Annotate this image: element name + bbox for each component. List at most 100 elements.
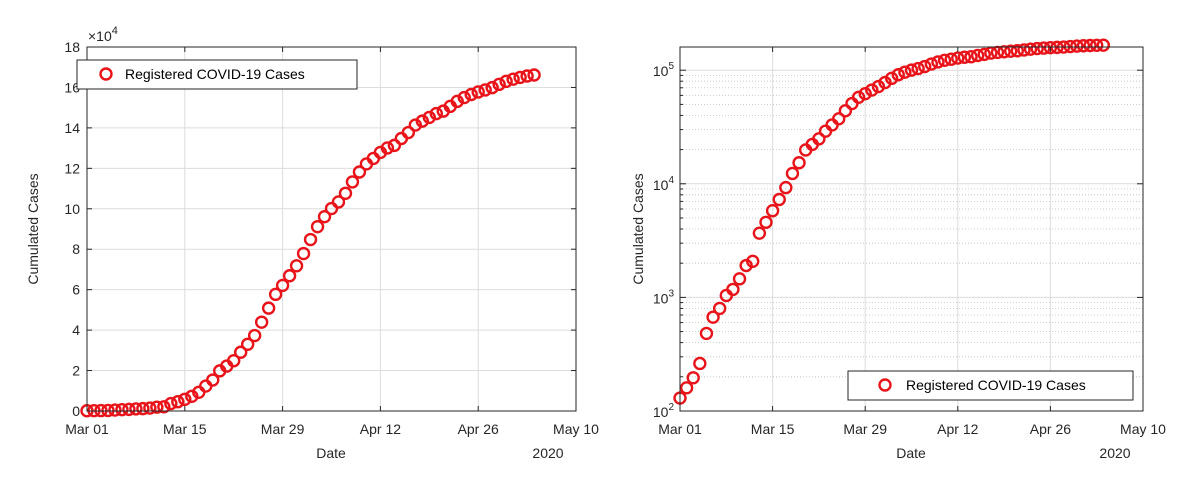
y-tick-label-log-3: 105 [653,61,675,79]
data-point-log-39 [931,55,945,69]
data-point-log-13 [759,215,773,229]
data-point-linear-37 [338,186,353,200]
data-point-log-30 [871,79,886,94]
data-point-linear-49 [422,110,436,125]
data-point-linear-6 [122,402,136,417]
data-point-linear-11 [157,400,171,414]
data-point-linear-64 [527,68,541,82]
data-point-linear-32 [303,232,318,247]
y-tick-label-log-0: 102 [653,402,675,420]
data-point-linear-62 [513,70,527,85]
data-point-log-37 [918,59,932,74]
data-point-log-6 [712,301,727,316]
data-point-linear-21 [226,354,241,368]
data-point-log-15 [772,192,786,207]
legend-marker-log [878,378,892,392]
data-point-log-18 [792,156,806,170]
data-point-log-62 [1083,38,1097,53]
data-point-log-61 [1076,39,1091,53]
chart-log: 102 103 104 105 Mar 01 Mar 15 Mar 29 Apr 12 Apr… [630,38,1166,461]
y-tick-label-linear-3: 6 [72,282,80,298]
x-tick-label-log-3: Apr 12 [937,421,978,437]
y-tick-label-linear-4: 8 [72,241,80,257]
data-point-log-33 [891,68,905,82]
y-tick-label-linear-8: 16 [64,79,80,95]
legend-box-log [847,370,1134,401]
data-point-linear-28 [275,278,290,293]
data-point-linear-10 [150,400,164,414]
data-point-linear-24 [247,328,262,343]
legend-log: Registered COVID-19 Cases [847,370,1134,401]
y-axis-label-linear: Cumulated Cases [25,173,41,284]
data-point-log-38 [924,57,939,71]
data-point-linear-36 [331,195,346,209]
data-point-linear-47 [408,118,423,132]
data-point-log-34 [898,65,912,79]
x-year-label-linear: 2020 [532,445,563,461]
grid-linear [87,47,576,411]
data-point-log-4 [699,326,714,341]
data-point-linear-59 [492,77,506,92]
data-point-log-35 [904,63,919,77]
data-point-log-1 [679,381,694,395]
data-point-log-47 [984,46,998,60]
data-point-log-60 [1070,39,1084,53]
data-point-linear-30 [289,259,304,273]
data-point-linear-56 [471,85,485,99]
data-point-log-8 [726,282,740,297]
data-point-log-5 [706,310,720,324]
y-tick-labels-log: 102 103 104 105 [653,61,675,420]
data-point-log-55 [1037,41,1051,55]
data-point-log-36 [911,61,925,76]
data-point-linear-61 [506,72,520,86]
data-point-log-14 [765,204,780,218]
data-point-linear-54 [457,90,471,105]
chart-linear: 0 2 4 6 8 10 12 14 16 18 Mar 01 Mar 15 Mar 29 Apr 12… [25,25,599,461]
data-point-log-42 [951,51,965,65]
x-tick-label-log-2: Mar 29 [843,421,887,437]
x-tick-label-log-4: Apr 26 [1030,421,1071,437]
y-tick-label-linear-7: 14 [64,120,80,136]
data-point-log-41 [944,52,958,66]
data-point-log-45 [970,48,985,63]
x-tick-label-linear-2: Mar 29 [261,421,305,437]
data-point-linear-8 [136,401,150,416]
data-point-linear-26 [261,301,276,315]
data-point-log-25 [838,104,853,118]
data-point-log-50 [1004,44,1018,58]
data-point-log-40 [937,53,952,68]
data-point-linear-58 [485,80,499,95]
data-point-log-51 [1010,44,1025,58]
y-tick-label-linear-9: 18 [64,39,80,55]
data-point-linear-7 [129,402,143,416]
x-tick-label-log-1: Mar 15 [751,421,795,437]
data-point-linear-63 [520,69,534,83]
data-point-linear-12 [164,396,178,411]
data-point-linear-48 [415,114,430,128]
data-point-linear-15 [185,389,199,403]
data-point-log-12 [752,226,767,240]
data-point-log-56 [1043,40,1058,55]
data-point-linear-60 [499,74,513,89]
data-point-log-63 [1089,38,1104,52]
data-point-log-24 [832,112,846,126]
legend-entry-log: Registered COVID-19 Cases [906,377,1086,393]
data-point-linear-29 [282,269,297,283]
data-point-linear-50 [429,106,443,121]
y-tick-label-linear-1: 2 [72,363,80,379]
y-tick-label-log-1: 103 [653,288,675,306]
data-point-log-32 [884,71,899,86]
data-point-linear-35 [324,201,339,216]
data-point-log-64 [1096,38,1111,52]
data-point-log-9 [732,272,747,286]
data-point-log-52 [1017,43,1031,57]
data-point-linear-5 [115,402,129,417]
data-point-linear-44 [387,138,402,153]
ticks-log [679,47,1144,412]
x-tick-label-linear-1: Mar 15 [163,421,207,437]
data-point-linear-18 [206,373,220,387]
markers-linear [80,68,541,418]
data-point-linear-23 [240,337,255,351]
x-tick-label-linear-5: May 10 [553,421,599,437]
